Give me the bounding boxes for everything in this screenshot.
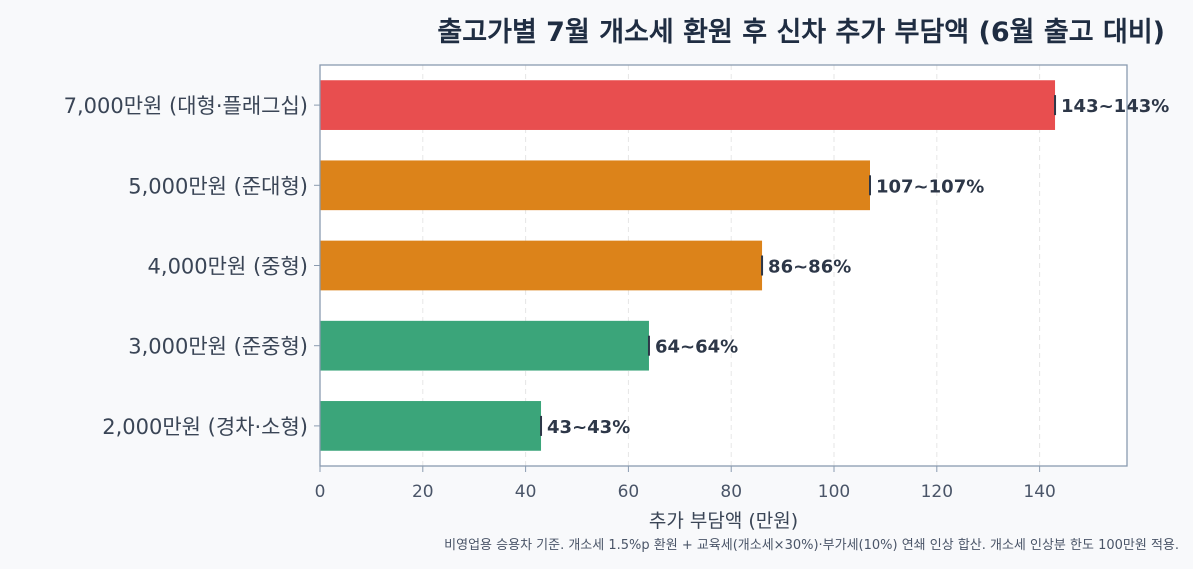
x-tick-label: 40 bbox=[515, 482, 537, 502]
x-tick-label: 120 bbox=[921, 482, 953, 502]
chart-footnote: 비영업용 승용차 기준. 개소세 1.5%p 환원 + 교육세(개소세×30%)… bbox=[444, 538, 1179, 553]
data-label: 107~107% bbox=[876, 176, 984, 197]
bar bbox=[320, 320, 649, 371]
bar bbox=[320, 240, 763, 291]
y-tick-label: 5,000만원 (준대형) bbox=[128, 174, 308, 198]
x-tick-label: 100 bbox=[818, 482, 850, 502]
y-tick-label: 2,000만원 (경차·소형) bbox=[102, 415, 308, 439]
plot-frame bbox=[319, 64, 1128, 467]
y-tick-label: 3,000만원 (준중형) bbox=[128, 335, 308, 359]
bar bbox=[320, 80, 1056, 130]
bar bbox=[320, 401, 542, 451]
x-tick-label: 20 bbox=[412, 482, 434, 502]
y-tick-label: 7,000만원 (대형·플래그십) bbox=[64, 94, 308, 118]
x-axis-label: 추가 부담액 (만원) bbox=[649, 510, 798, 532]
x-tick-label: 60 bbox=[618, 482, 640, 502]
bar bbox=[320, 160, 870, 211]
data-label: 43~43% bbox=[547, 417, 630, 438]
x-tick-label: 80 bbox=[720, 482, 742, 502]
data-label: 86~86% bbox=[768, 257, 851, 278]
chart-title: 출고가별 7월 개소세 환원 후 신차 추가 부담액 (6월 출고 대비) bbox=[437, 17, 1165, 48]
y-tick-label: 4,000만원 (중형) bbox=[148, 255, 308, 279]
x-tick-label: 0 bbox=[315, 482, 326, 502]
data-label: 64~64% bbox=[655, 337, 738, 358]
x-tick-label: 140 bbox=[1023, 482, 1055, 502]
data-label: 143~143% bbox=[1061, 96, 1169, 117]
